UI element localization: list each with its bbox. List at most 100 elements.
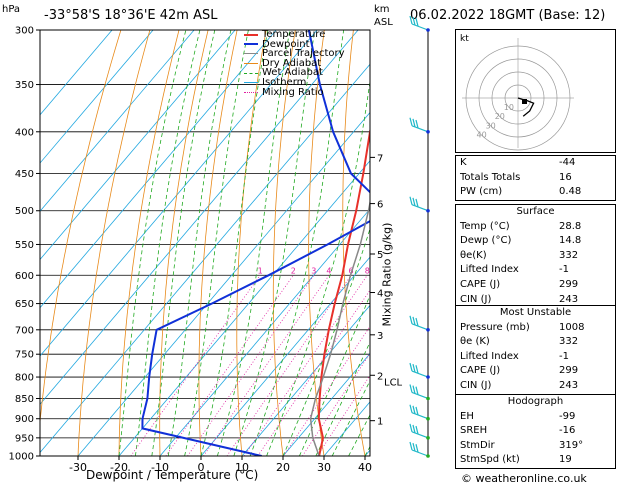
mixing-ratio-value: 1 <box>258 266 263 275</box>
pressure-tick-label: 1000 <box>9 452 34 463</box>
km-unit-label: km <box>374 4 390 15</box>
pressure-tick-label: 550 <box>15 240 34 251</box>
stat-label: θe(K) <box>460 249 487 261</box>
mixing-ratio-value: 20 <box>417 266 427 275</box>
wind-barb <box>409 15 430 32</box>
isotherm-line <box>40 30 154 164</box>
km-tick-label: 7 <box>377 153 383 164</box>
stat-row: Temp (°C) 28.8 <box>456 220 615 235</box>
stat-label: CIN (J) <box>460 379 492 391</box>
series-parcel-trajectory <box>309 198 370 456</box>
legend-label: Isotherm <box>262 76 307 88</box>
stat-label: EH <box>460 410 474 422</box>
stat-row: K -44 <box>456 156 615 171</box>
pressure-tick-label: 850 <box>15 394 34 405</box>
hodo-ring <box>478 58 558 138</box>
stat-row: Lifted Index -1 <box>456 263 615 278</box>
isotherm-line <box>40 30 277 309</box>
hodo-ring-label: 30 <box>486 121 496 130</box>
isotherm-line <box>159 208 370 456</box>
mixing-ratio-value: 4 <box>326 266 331 275</box>
isotherm-line <box>282 353 370 456</box>
wet-adiabat-line <box>200 30 269 456</box>
most-unstable-table: Most Unstable Pressure (mb) 1008 θe (K) 332… <box>455 305 616 395</box>
stat-value: 332 <box>559 336 579 348</box>
stat-label: StmDir <box>460 439 495 451</box>
legend-label: Mixing Ratio <box>262 86 324 98</box>
wet-adiabat-line <box>331 379 370 456</box>
stat-label: CAPE (J) <box>460 365 501 377</box>
legend: Temperature Dewpoint Parcel Trajectory Dry … <box>244 30 345 97</box>
wet-adiabat-line <box>217 30 291 456</box>
wind-barb <box>409 362 430 379</box>
stat-value: 299 <box>559 365 579 377</box>
pressure-tick-label: 400 <box>15 127 34 138</box>
mixing-ratio-value: 2 <box>291 266 296 275</box>
legend-item: Isotherm <box>244 78 345 88</box>
isotherm-line <box>40 30 113 116</box>
stat-value: 319° <box>559 439 584 451</box>
datetime-title: 06.02.2022 18GMT (Base: 12) <box>410 8 606 23</box>
most-unstable-title: Most Unstable <box>499 307 572 318</box>
surface-title: Surface <box>516 206 555 217</box>
wind-barb <box>409 404 430 421</box>
dry-adiabat-line <box>308 30 325 456</box>
stat-row: θe(K) 332 <box>456 249 615 264</box>
stat-value: 243 <box>559 293 579 305</box>
stat-row: Dewp (°C) 14.8 <box>456 234 615 249</box>
stat-row: Totals Totals 16 <box>456 171 615 186</box>
x-tick-label: -10 <box>151 461 169 474</box>
stat-row: CAPE (J) 299 <box>456 364 615 379</box>
hodo-ring-label: 40 <box>477 130 487 139</box>
dry-adiabat-line <box>159 30 209 456</box>
wet-adiabat-line <box>266 78 370 456</box>
plot-frame <box>39 29 371 457</box>
isotherm-line <box>40 30 236 261</box>
stat-label: SREH <box>460 425 488 437</box>
mixing-ratio-line <box>165 275 294 456</box>
x-tick-label: 40 <box>358 461 372 474</box>
stat-row: SREH -16 <box>456 424 615 439</box>
hodograph-table-title: Hodograph <box>507 396 564 407</box>
km-tick-label: 3 <box>377 331 383 342</box>
wind-barb <box>409 315 430 332</box>
isotherm-line <box>77 111 370 456</box>
legend-swatch <box>244 33 258 36</box>
dry-adiabat-line <box>77 30 151 456</box>
x-tick-label: -30 <box>69 461 87 474</box>
wind-barb <box>409 423 430 440</box>
location-title: -33°58'S 18°36'E 42m ASL <box>44 8 218 23</box>
stat-value: -16 <box>559 425 576 437</box>
legend-label: Wet Adiabat <box>262 67 323 79</box>
stat-label: Lifted Index <box>460 350 519 362</box>
stat-value: 28.8 <box>559 220 582 232</box>
x-tick-label: -20 <box>110 461 128 474</box>
pressure-tick-label: 950 <box>15 433 34 444</box>
series-temperature <box>317 127 370 456</box>
legend-swatch <box>244 63 258 65</box>
pressure-tick-label: 500 <box>15 206 34 217</box>
watermark: © weatheronline.co.uk <box>461 472 587 485</box>
hodo-ring <box>465 45 571 151</box>
stat-label: Temp (°C) <box>460 220 510 232</box>
mixing-ratio-line <box>203 275 330 456</box>
x-tick-label: 30 <box>317 461 331 474</box>
dry-adiabat-line <box>198 30 238 456</box>
stat-row: θe (K) 332 <box>456 335 615 350</box>
legend-item: Dry Adiabat <box>244 57 345 69</box>
pressure-tick-label: 350 <box>15 80 34 91</box>
legend-item: Wet Adiabat <box>244 68 345 78</box>
stat-row: Lifted Index -1 <box>456 350 615 365</box>
wet-adiabat-line <box>135 30 201 456</box>
km-tick-label: 2 <box>377 371 383 382</box>
pressure-tick-label: 600 <box>15 271 34 282</box>
stat-row: PW (cm) 0.48 <box>456 185 615 200</box>
pressure-tick-label: 450 <box>15 169 34 180</box>
x-axis-label: Dewpoint / Temperature (°C) <box>86 468 259 482</box>
stat-row: CIN (J) 243 <box>456 293 615 308</box>
legend-swatch <box>244 91 258 93</box>
stat-value: 14.8 <box>559 235 582 247</box>
hodo-ring-label: 10 <box>504 103 514 112</box>
legend-label: Dry Adiabat <box>262 57 322 69</box>
